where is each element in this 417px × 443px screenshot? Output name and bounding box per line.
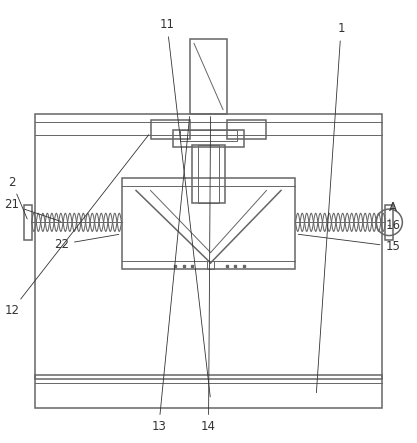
Bar (192, 145, 225, 203)
Bar (198, 145, 219, 203)
Text: 12: 12 (4, 135, 149, 317)
Bar (179, 130, 238, 141)
Bar (190, 39, 227, 114)
Text: 15: 15 (298, 234, 400, 253)
Text: 16: 16 (385, 219, 400, 232)
Bar (207, 261, 214, 269)
Bar (385, 205, 393, 240)
Text: 22: 22 (54, 234, 119, 251)
Bar (35, 375, 382, 408)
Bar (151, 120, 190, 139)
Text: 11: 11 (160, 18, 210, 397)
Text: 21: 21 (4, 198, 61, 222)
Bar (173, 130, 244, 147)
Text: A: A (389, 201, 397, 220)
Text: 2: 2 (8, 175, 27, 219)
Bar (227, 120, 266, 139)
Text: 1: 1 (317, 23, 345, 392)
Bar (121, 178, 296, 269)
Bar (35, 114, 382, 379)
Text: 13: 13 (151, 117, 190, 433)
Bar (24, 205, 32, 240)
Text: 14: 14 (201, 117, 216, 433)
